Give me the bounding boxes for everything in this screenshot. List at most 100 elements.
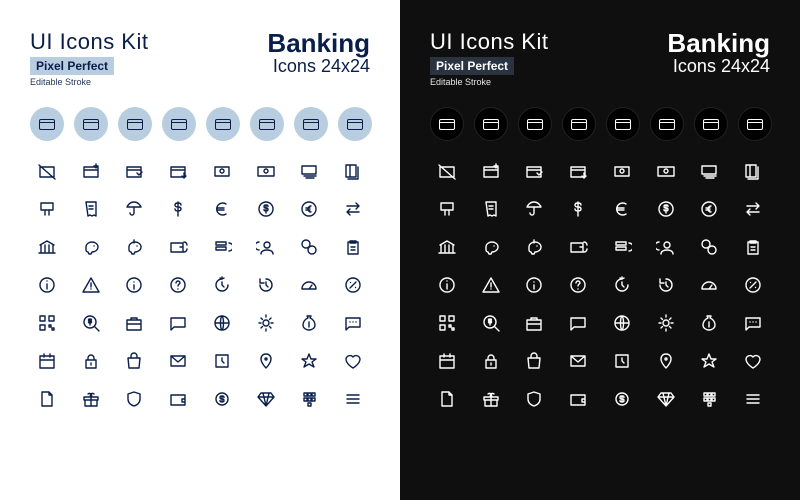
umbrella-icon: [122, 197, 146, 221]
chat-dots-icon: [341, 311, 365, 335]
dollar-circle-icon: [254, 197, 278, 221]
mail-icon: [566, 349, 590, 373]
card-plus-icon: [479, 159, 503, 183]
question-icon: [566, 273, 590, 297]
time-square-icon: [610, 349, 634, 373]
cash-stack-icon: [297, 159, 321, 183]
clock-arrow-icon: [210, 273, 234, 297]
featured-card-chat-icon: [562, 107, 596, 141]
info-circle-icon: [35, 273, 59, 297]
star-icon: [697, 349, 721, 373]
chat-dots-icon: [741, 311, 765, 335]
cash-icon: [254, 159, 278, 183]
briefcase-icon: [122, 311, 146, 335]
featured-card-chat-icon: [162, 107, 196, 141]
wallet-sync-icon: [566, 235, 590, 259]
euro-icon: [210, 197, 234, 221]
piggy-icon: [479, 235, 503, 259]
theme-title: BankingIcons 24x24: [267, 30, 370, 76]
info-icon: [522, 273, 546, 297]
featured-card-chat-icon: [738, 107, 772, 141]
money-bag-icon: [297, 311, 321, 335]
featured-card-chat-icon: [650, 107, 684, 141]
chat-icon: [566, 311, 590, 335]
lock-icon: [479, 349, 503, 373]
card-check-icon: [122, 159, 146, 183]
search-dollar-icon: [79, 311, 103, 335]
euro-circle-icon: [697, 197, 721, 221]
editable-stroke-label: Editable Stroke: [30, 77, 148, 87]
featured-card-icon: [118, 107, 152, 141]
card-slash-icon: [435, 159, 459, 183]
euro-circle-icon: [297, 197, 321, 221]
piggy-coin-icon: [122, 235, 146, 259]
info-icon: [122, 273, 146, 297]
globe-icon: [610, 311, 634, 335]
piggy-coin-icon: [522, 235, 546, 259]
featured-card-chat-icon: [338, 107, 372, 141]
piggy-icon: [79, 235, 103, 259]
featured-card-chat-icon: [74, 107, 108, 141]
menu-icon: [341, 387, 365, 411]
gear-icon: [254, 311, 278, 335]
kit-title: UI Icons Kit: [30, 30, 148, 54]
pin-icon: [654, 349, 678, 373]
keypad-icon: [297, 387, 321, 411]
history-icon: [254, 273, 278, 297]
shield-icon: [522, 387, 546, 411]
clipboard-icon: [741, 235, 765, 259]
pin-icon: [254, 349, 278, 373]
stack-sync-icon: [210, 235, 234, 259]
bag-icon: [522, 349, 546, 373]
qr-icon: [435, 311, 459, 335]
briefcase-icon: [522, 311, 546, 335]
user-sync-icon: [254, 235, 278, 259]
history-icon: [654, 273, 678, 297]
card-down-icon: [166, 159, 190, 183]
featured-card-icon: [30, 107, 64, 141]
wallet-sync-icon: [166, 235, 190, 259]
info-circle-icon: [435, 273, 459, 297]
theme-title: BankingIcons 24x24: [667, 30, 770, 76]
cash-icon: [654, 159, 678, 183]
kit-title: UI Icons Kit: [430, 30, 548, 54]
stack-sync-icon: [610, 235, 634, 259]
wallet-icon: [566, 387, 590, 411]
gift-icon: [79, 387, 103, 411]
chat-icon: [166, 311, 190, 335]
menu-icon: [741, 387, 765, 411]
receipt-icon: [479, 197, 503, 221]
heart-icon: [341, 349, 365, 373]
pixel-perfect-badge: Pixel Perfect: [30, 57, 114, 75]
atm-icon: [35, 197, 59, 221]
receipt-icon: [79, 197, 103, 221]
umbrella-icon: [522, 197, 546, 221]
dollar-icon: [566, 197, 590, 221]
bag-icon: [122, 349, 146, 373]
calendar-icon: [435, 349, 459, 373]
coin-icon: [610, 387, 634, 411]
percent-icon: [341, 273, 365, 297]
percent-icon: [741, 273, 765, 297]
bank-icon: [35, 235, 59, 259]
warning-icon: [79, 273, 103, 297]
gauge-icon: [297, 273, 321, 297]
featured-card-chat-icon: [474, 107, 508, 141]
pixel-perfect-badge: Pixel Perfect: [430, 57, 514, 75]
gear-icon: [654, 311, 678, 335]
featured-card-icon: [606, 107, 640, 141]
bank-icon: [435, 235, 459, 259]
money-bag-icon: [697, 311, 721, 335]
card-down-icon: [566, 159, 590, 183]
time-square-icon: [210, 349, 234, 373]
exchange-icon: [297, 235, 321, 259]
qr-icon: [35, 311, 59, 335]
diamond-icon: [654, 387, 678, 411]
bills-icon: [341, 159, 365, 183]
shield-icon: [122, 387, 146, 411]
search-dollar-icon: [479, 311, 503, 335]
card-slash-icon: [35, 159, 59, 183]
bills-icon: [741, 159, 765, 183]
cash-stack-icon: [697, 159, 721, 183]
card-plus-icon: [79, 159, 103, 183]
